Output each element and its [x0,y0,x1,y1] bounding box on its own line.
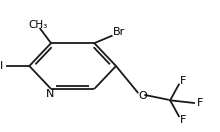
Text: CH₃: CH₃ [28,20,48,30]
Text: F: F [180,115,186,125]
Text: F: F [180,76,186,86]
Text: O: O [139,91,147,101]
Text: I: I [0,61,3,71]
Text: Br: Br [113,27,125,37]
Text: N: N [46,89,54,99]
Text: F: F [197,98,204,108]
